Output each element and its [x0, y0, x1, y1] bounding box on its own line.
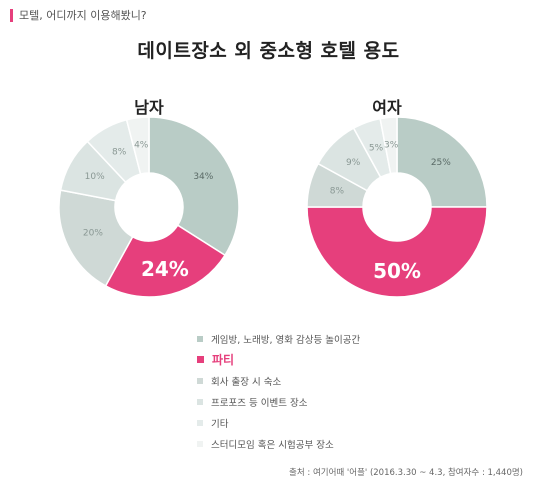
- legend-label: 게임방, 노래방, 영화 감상등 놀이공간: [211, 334, 361, 346]
- legend-item-proposal-event: 프로포즈 등 이벤트 장소: [197, 391, 360, 412]
- slice-label-female-business-trip: 8%: [330, 187, 345, 197]
- source-note: 출처 : 여기어때 '어플' (2016.3.30 ~ 4.3, 참여자수 : …: [289, 468, 523, 478]
- slice-label-female-party: 50%: [373, 259, 421, 283]
- topbar: 모텔, 어디까지 이용해봤니?: [10, 7, 147, 23]
- chart-title-female: 여자: [372, 98, 402, 117]
- legend-swatch: [197, 440, 203, 447]
- chart-title-male: 남자: [134, 98, 164, 117]
- legend-label: 프로포즈 등 이벤트 장소: [211, 397, 308, 409]
- legend-swatch: [197, 398, 203, 405]
- slice-label-male-play-space: 34%: [193, 172, 213, 182]
- slice-label-female-proposal-event: 9%: [346, 158, 361, 168]
- donut-chart-female: 25% 50% 8% 9% 5% 3%: [306, 116, 488, 298]
- slice-male-business-trip: [58, 189, 134, 287]
- legend-label: 스터디모임 혹은 시험공부 장소: [211, 439, 334, 451]
- legend-swatch: [197, 377, 203, 384]
- slice-female-study: [379, 116, 398, 175]
- slice-male-play-space: [148, 116, 240, 257]
- slice-label-male-business-trip: 20%: [83, 228, 103, 238]
- slice-female-play-space: [396, 116, 488, 208]
- legend-swatch: [197, 419, 203, 426]
- slice-label-male-study: 4%: [134, 140, 149, 150]
- legend-item-party: 파티: [197, 349, 360, 370]
- slice-label-male-party: 24%: [141, 257, 189, 281]
- legend-label: 기타: [211, 418, 229, 430]
- page-title: 데이트장소 외 중소형 호텔 용도: [137, 40, 400, 62]
- slice-label-female-play-space: 25%: [431, 158, 451, 168]
- slice-male-study: [125, 116, 150, 175]
- legend-item-play-space: 게임방, 노래방, 영화 감상등 놀이공간: [197, 328, 360, 349]
- slice-label-female-other: 5%: [369, 144, 384, 154]
- legend-item-other: 기타: [197, 412, 360, 433]
- subtitle: 모텔, 어디까지 이용해봤니?: [19, 9, 147, 22]
- accent-bar: [10, 8, 13, 22]
- legend-label: 회사 출장 시 숙소: [211, 376, 282, 388]
- slice-label-male-proposal-event: 10%: [85, 172, 105, 182]
- legend-item-business-trip: 회사 출장 시 숙소: [197, 370, 360, 391]
- legend-swatch: [197, 356, 204, 363]
- legend-label: 파티: [212, 353, 235, 367]
- legend-swatch: [197, 335, 203, 342]
- legend-item-study: 스터디모임 혹은 시험공부 장소: [197, 433, 360, 454]
- donut-chart-male: 34% 24% 20% 10% 8% 4%: [58, 116, 240, 298]
- slice-label-female-study: 3%: [384, 140, 399, 150]
- slice-male-party: [104, 224, 227, 298]
- slice-female-party: [306, 206, 488, 298]
- slice-label-male-other: 8%: [112, 148, 127, 158]
